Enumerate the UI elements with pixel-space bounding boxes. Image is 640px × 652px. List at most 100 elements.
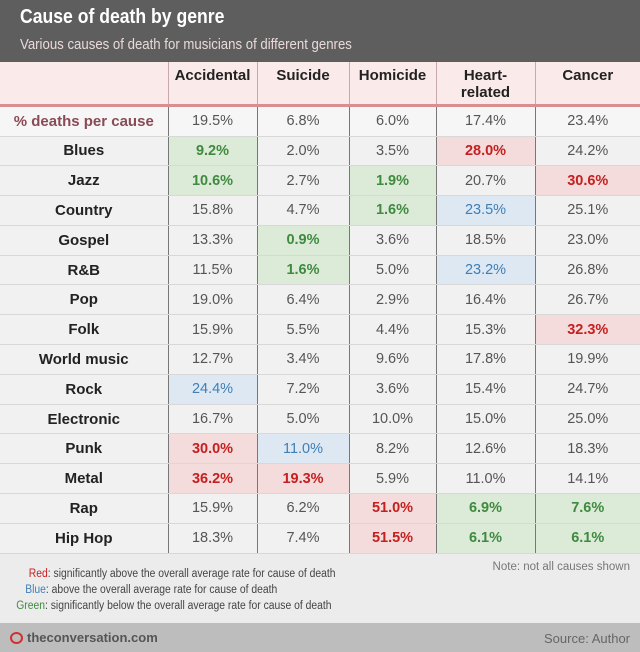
genre-label: Jazz	[0, 165, 168, 197]
data-cell: 13.3%	[167, 225, 257, 256]
table-row: Pop 19.0% 6.4% 2.9% 16.4% 26.7%	[0, 284, 640, 316]
data-cell: 6.1%	[435, 523, 535, 554]
table-row: World music 12.7% 3.4% 9.6% 17.8% 19.9%	[0, 344, 640, 375]
data-cell: 19.0%	[167, 284, 257, 316]
data-cell: 4.7%	[256, 195, 349, 226]
data-cell: 23.5%	[435, 195, 535, 226]
table-row: Hip Hop 18.3% 7.4% 51.5% 6.1% 6.1%	[0, 523, 640, 554]
data-cell: 24.2%	[534, 136, 640, 167]
data-cell: 5.9%	[348, 463, 436, 495]
conversation-logo-icon	[10, 631, 23, 644]
genre-label: Rap	[0, 493, 168, 524]
genre-label: R&B	[0, 255, 168, 286]
legend-item: Red: significantly above the overall ave…	[0, 566, 336, 582]
legend-item: Green: significantly below the overall a…	[0, 598, 335, 614]
data-cell: 18.3%	[534, 433, 640, 465]
data-cell: 28.0%	[435, 136, 535, 167]
data-cell: 2.9%	[348, 284, 436, 316]
data-cell: 25.1%	[534, 195, 640, 226]
data-cell: 24.4%	[167, 374, 257, 405]
data-cell: 19.3%	[256, 463, 349, 495]
data-cell: 17.8%	[435, 344, 535, 375]
data-cell: 18.5%	[435, 225, 535, 256]
data-cell: 3.6%	[348, 374, 436, 405]
genre-label: Pop	[0, 284, 168, 316]
column-header: Heart- related	[435, 62, 535, 107]
data-cell: 24.7%	[534, 374, 640, 405]
table-row: Electronic 16.7% 5.0% 10.0% 15.0% 25.0%	[0, 404, 640, 435]
data-cell: 11.0%	[256, 433, 349, 465]
genre-label: Punk	[0, 433, 168, 465]
data-cell: 15.3%	[435, 314, 535, 346]
data-cell: 23.2%	[435, 255, 535, 286]
genre-label: Country	[0, 195, 168, 226]
header: Cause of death by genre Various causes o…	[0, 0, 640, 62]
data-cell: 12.7%	[167, 344, 257, 375]
legend-key: Red	[28, 568, 48, 580]
legend-text: : significantly above the overall averag…	[47, 568, 336, 580]
data-cell: 23.0%	[534, 225, 640, 256]
data-cell: 11.5%	[167, 255, 257, 286]
data-cell: 14.1%	[534, 463, 640, 495]
table-row: Gospel 13.3% 0.9% 3.6% 18.5% 23.0%	[0, 225, 640, 256]
genre-label: Gospel	[0, 225, 168, 256]
data-cell: 51.5%	[348, 523, 436, 554]
data-cell: 11.0%	[435, 463, 535, 495]
data-cell: 25.0%	[534, 404, 640, 435]
legend-key: Green	[16, 600, 45, 612]
data-cell: 1.6%	[348, 195, 436, 226]
genre-label: Hip Hop	[0, 523, 168, 554]
data-cell: 9.6%	[348, 344, 436, 375]
data-cell: 19.9%	[534, 344, 640, 375]
data-cell: 15.9%	[167, 493, 257, 524]
genre-label: Folk	[0, 314, 168, 346]
data-cell: 15.4%	[435, 374, 535, 405]
data-cell: 26.7%	[534, 284, 640, 316]
data-cell: 7.2%	[256, 374, 349, 405]
table-row: Punk 30.0% 11.0% 8.2% 12.6% 18.3%	[0, 433, 640, 465]
average-cell: 23.4%	[534, 105, 640, 137]
data-cell: 15.8%	[167, 195, 257, 226]
data-cell: 10.6%	[167, 165, 257, 197]
legend-text: : significantly below the overall averag…	[44, 600, 332, 612]
data-cell: 15.0%	[435, 404, 535, 435]
table-row: Rock 24.4% 7.2% 3.6% 15.4% 24.7%	[0, 374, 640, 405]
data-cell: 1.6%	[256, 255, 349, 286]
data-cell: 2.0%	[256, 136, 349, 167]
column-header-row: Accidental Suicide Homicide Heart- related C…	[0, 62, 640, 107]
cause-of-death-table: Accidental Suicide Homicide Heart- related C…	[0, 62, 640, 554]
data-cell: 5.0%	[256, 404, 349, 435]
legend-key: Blue	[25, 584, 46, 596]
data-cell: 8.2%	[348, 433, 436, 465]
data-cell: 6.4%	[256, 284, 349, 316]
average-cell: 6.0%	[348, 105, 436, 137]
data-cell: 32.3%	[534, 314, 640, 346]
site-name: theconversation.com	[27, 630, 158, 645]
table-row: Country 15.8% 4.7% 1.6% 23.5% 25.1%	[0, 195, 640, 226]
data-cell: 0.9%	[256, 225, 349, 256]
data-cell: 3.6%	[348, 225, 436, 256]
data-cell: 12.6%	[435, 433, 535, 465]
genre-label: Rock	[0, 374, 168, 405]
data-cell: 2.7%	[256, 165, 349, 197]
table-row: Metal 36.2% 19.3% 5.9% 11.0% 14.1%	[0, 463, 640, 495]
site-logo[interactable]: theconversation.com	[10, 630, 158, 645]
data-cell: 36.2%	[167, 463, 257, 495]
source: Source: Author	[544, 631, 630, 646]
data-cell: 16.7%	[167, 404, 257, 435]
column-header: Accidental	[167, 62, 257, 107]
chart-subtitle: Various causes of death for musicians of…	[20, 36, 352, 53]
data-cell: 3.5%	[348, 136, 436, 167]
average-row: % deaths per cause 19.5% 6.8% 6.0% 17.4% 23.4…	[0, 105, 640, 137]
table-row: R&B 11.5% 1.6% 5.0% 23.2% 26.8%	[0, 255, 640, 286]
table-row: Rap 15.9% 6.2% 51.0% 6.9% 7.6%	[0, 493, 640, 524]
data-cell: 1.9%	[348, 165, 436, 197]
average-cell: 6.8%	[256, 105, 349, 137]
average-cell: 19.5%	[167, 105, 257, 137]
table-row: Jazz 10.6% 2.7% 1.9% 20.7% 30.6%	[0, 165, 640, 197]
data-cell: 51.0%	[348, 493, 436, 524]
genre-label: Metal	[0, 463, 168, 495]
table-row: Folk 15.9% 5.5% 4.4% 15.3% 32.3%	[0, 314, 640, 346]
data-cell: 20.7%	[435, 165, 535, 197]
data-cell: 5.0%	[348, 255, 436, 286]
